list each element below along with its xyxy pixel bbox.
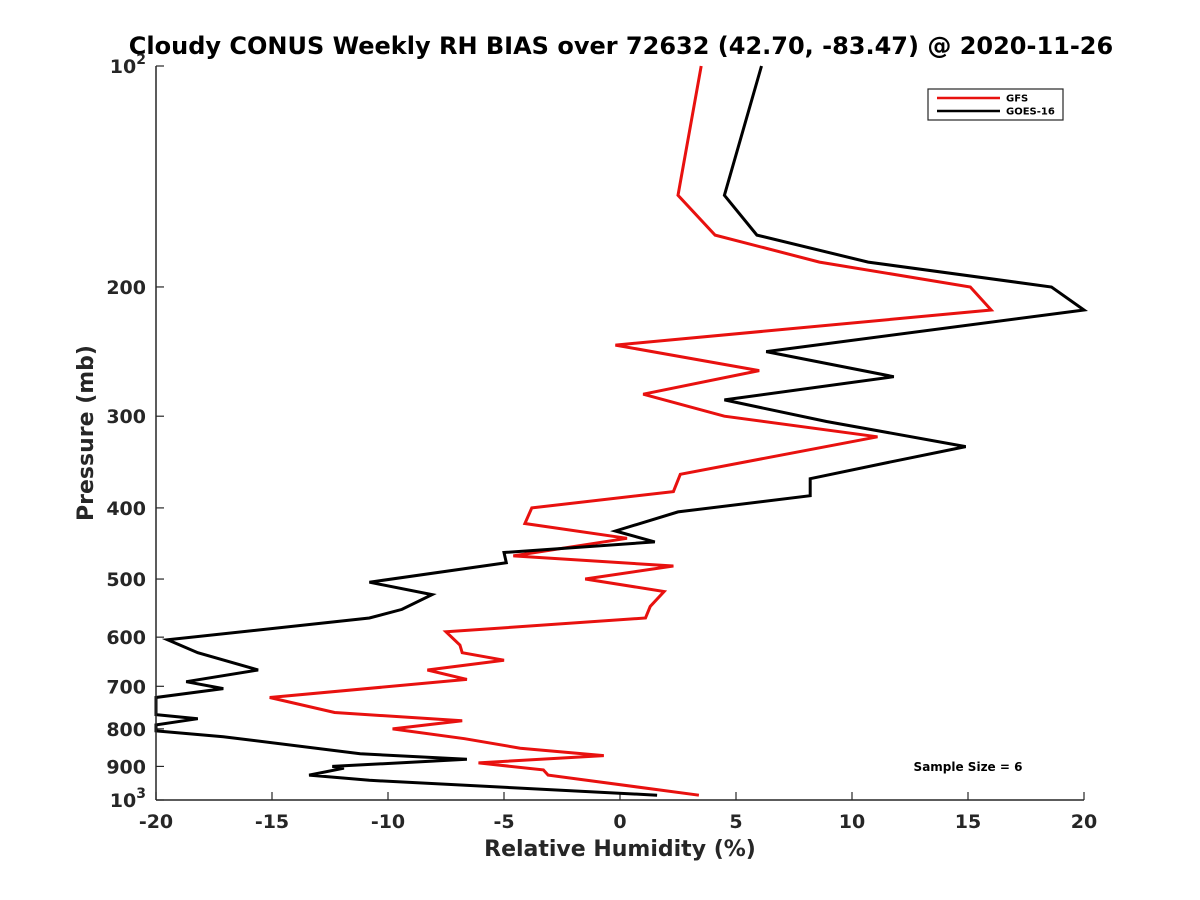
x-tick-label: 15 — [955, 811, 981, 833]
x-tick-label: 0 — [613, 811, 626, 833]
plot-area — [156, 66, 1084, 800]
y-tick-label: 103 — [110, 786, 146, 812]
y-tick-label: 600 — [106, 627, 146, 649]
plot-frame-background — [156, 66, 1084, 800]
series-group — [154, 65, 1088, 797]
series-line-gfs — [269, 65, 995, 797]
y-tick-label-base: 10 — [110, 790, 136, 812]
x-tick-label: -5 — [493, 811, 514, 833]
sample-size-annotation: Sample Size = 6 — [914, 760, 1023, 774]
y-tick-label-exponent: 2 — [136, 52, 146, 68]
y-tick-label: 900 — [106, 756, 146, 778]
legend-box — [927, 88, 1064, 121]
y-tick-label: 500 — [106, 569, 146, 591]
x-tick-label: 10 — [839, 811, 865, 833]
y-tick-label-exponent: 3 — [136, 786, 146, 802]
x-tick-label: 5 — [729, 811, 742, 833]
x-tick-label: -10 — [371, 811, 405, 833]
y-tick-label-base: 10 — [110, 56, 136, 78]
axes-lines — [155, 66, 1084, 801]
y-tick-label: 102 — [110, 52, 146, 78]
series-line-goes-16 — [154, 65, 1088, 797]
x-axis-label: Relative Humidity (%) — [484, 837, 756, 862]
legend-label-gfs: GFS — [1006, 94, 1028, 105]
legend-label-goes-16: GOES-16 — [1006, 107, 1055, 118]
legend: GFS GOES-16 — [927, 88, 1064, 121]
y-tick-label: 300 — [106, 406, 146, 428]
y-tick-label: 200 — [106, 277, 146, 299]
y-tick-label: 800 — [106, 719, 146, 741]
x-axis-ticks: -20 -15 -10 -5 0 5 10 15 20 — [139, 792, 1097, 833]
y-tick-label: 700 — [106, 676, 146, 698]
x-tick-label: -15 — [255, 811, 289, 833]
x-tick-label: -20 — [139, 811, 173, 833]
y-tick-label: 400 — [106, 498, 146, 520]
y-axis-label: Pressure (mb) — [74, 345, 99, 521]
chart-title: Cloudy CONUS Weekly RH BIAS over 72632 (… — [129, 32, 1113, 60]
x-tick-label: 20 — [1071, 811, 1097, 833]
